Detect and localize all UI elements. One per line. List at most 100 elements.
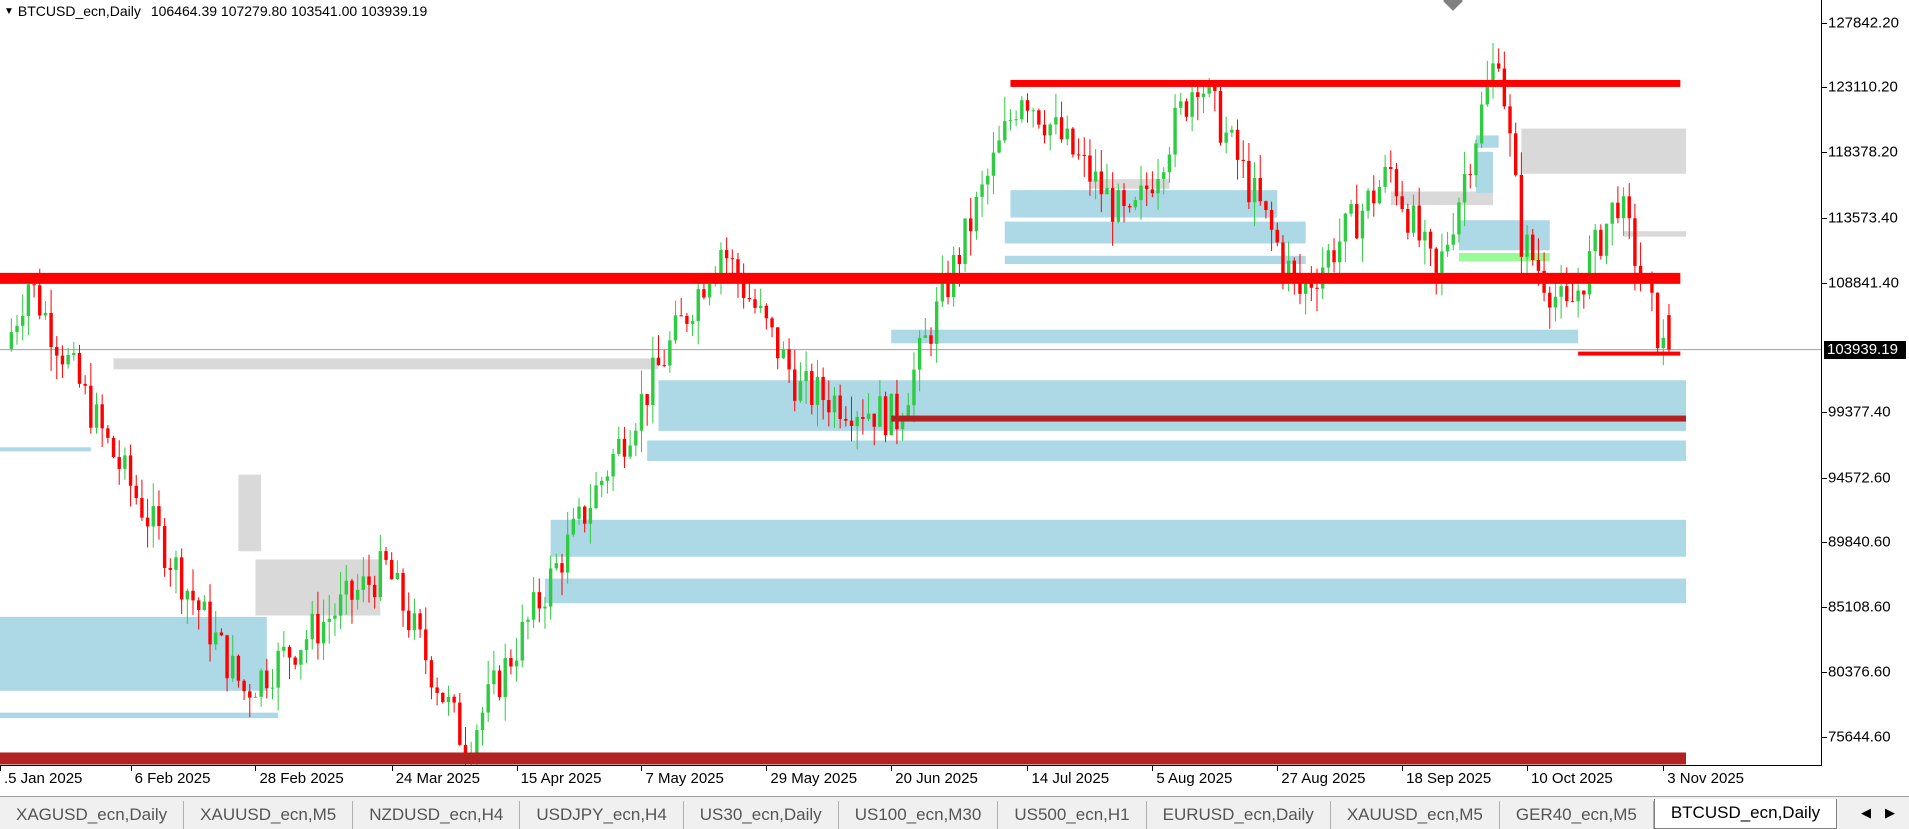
candle-body-279 xyxy=(1593,229,1597,252)
candle-body-215 xyxy=(1230,129,1234,133)
candle-body-289 xyxy=(1650,277,1654,293)
zone-rect-3 xyxy=(550,519,1686,557)
chart-tab-ger40-ecn-m5[interactable]: GER40_ecn,M5 xyxy=(1500,801,1654,829)
time-label: 3 Nov 2025 xyxy=(1667,770,1745,787)
candle-body-218 xyxy=(1247,160,1251,203)
candle-body-143 xyxy=(821,376,825,401)
candle-body-122 xyxy=(702,289,706,298)
candle-body-155 xyxy=(889,393,893,436)
chart-area[interactable]: ▼ BTCUSD_ecn,Daily 106464.39 107279.80 1… xyxy=(0,0,1822,766)
candle-body-128 xyxy=(736,259,740,279)
chart-tab-us500-ecn-h1[interactable]: US500_ecn,H1 xyxy=(998,801,1147,829)
zone-rect-19 xyxy=(1475,135,1499,148)
candle-body-147 xyxy=(844,418,848,421)
candle-body-223 xyxy=(1275,229,1279,243)
candle-body-258 xyxy=(1474,143,1478,176)
candle-body-102 xyxy=(588,508,593,524)
candle-body-16 xyxy=(100,404,104,429)
candle-body-135 xyxy=(776,327,780,359)
candle-body-28 xyxy=(168,567,173,570)
chart-tab-eurusd-ecn-daily[interactable]: EURUSD_ecn,Daily xyxy=(1147,801,1331,829)
tab-scroll-left-icon[interactable]: ◀ xyxy=(1861,805,1871,820)
level-line-0 xyxy=(1010,79,1681,87)
time-tick xyxy=(1277,766,1279,771)
chart-tab-xauusd-ecn-m5[interactable]: XAUUSD_ecn,M5 xyxy=(184,801,354,829)
candle-body-27 xyxy=(162,526,167,568)
candle-body-247 xyxy=(1411,205,1416,233)
candle-body-205 xyxy=(1173,107,1177,155)
candle-body-83 xyxy=(480,712,485,731)
candle-body-199 xyxy=(1139,185,1143,201)
candle-body-100 xyxy=(577,506,581,519)
chart-tab-nzdusd-ecn-h4[interactable]: NZDUSD_ecn,H4 xyxy=(353,801,521,829)
collapse-triangle-icon[interactable]: ▼ xyxy=(4,5,14,17)
candle-body-114 xyxy=(656,357,661,366)
candle-body-251 xyxy=(1434,248,1438,273)
price-tick xyxy=(1822,542,1827,544)
zone-rect-11 xyxy=(1010,190,1278,218)
candle-body-14 xyxy=(89,385,93,428)
candle-body-101 xyxy=(583,506,587,524)
candle-body-156 xyxy=(895,393,899,430)
candle-body-287 xyxy=(1638,265,1643,278)
chart-tab-btcusd-ecn-daily[interactable]: BTCUSD_ecn,Daily xyxy=(1653,799,1838,829)
chart-tab-usdjpy-ecn-h4[interactable]: USDJPY_ecn,H4 xyxy=(520,801,684,829)
candle-body-45 xyxy=(265,670,269,689)
candle-body-216 xyxy=(1235,129,1240,160)
candle-body-243 xyxy=(1389,166,1393,170)
chart-tab-bar: XAGUSD_ecn,Daily XAUUSD_ecn,M5 NZDUSD_ecn,… xyxy=(0,796,1909,829)
candle-body-105 xyxy=(605,476,610,481)
candle-body-271 xyxy=(1548,292,1552,308)
candle-body-93 xyxy=(537,592,541,609)
candle-body-15 xyxy=(94,404,99,428)
candle-body-233 xyxy=(1332,250,1336,263)
current-price-label: 103939.19 xyxy=(1824,340,1906,359)
candle-body-250 xyxy=(1428,231,1433,249)
tab-scroll-right-icon[interactable]: ▶ xyxy=(1885,805,1895,820)
candle-body-60 xyxy=(350,580,354,600)
candle-body-50 xyxy=(293,657,297,665)
chart-tab-us30-ecn-daily[interactable]: US30_ecn,Daily xyxy=(684,801,839,829)
zone-rect-7 xyxy=(0,447,91,452)
candle-body-245 xyxy=(1400,196,1404,209)
candle-body-174 xyxy=(997,140,1001,153)
zone-rect-12 xyxy=(1004,221,1306,244)
candle-body-268 xyxy=(1531,234,1535,260)
candle-body-197 xyxy=(1127,205,1132,208)
chart-tab-xagusd-ecn-daily[interactable]: XAGUSD_ecn,Daily xyxy=(0,801,185,829)
candle-body-151 xyxy=(866,413,871,419)
candle-body-224 xyxy=(1281,242,1285,274)
candle-body-9 xyxy=(60,355,65,365)
chart-tab-xauusd-ecn-m5[interactable]: XAUUSD_ecn,M5 xyxy=(1331,801,1500,829)
candle-body-236 xyxy=(1349,204,1353,214)
candle-body-256 xyxy=(1462,174,1467,203)
price-label: 85108.60 xyxy=(1828,598,1891,616)
candle-body-281 xyxy=(1604,223,1609,256)
candle-body-158 xyxy=(906,405,910,419)
candlestick-chart[interactable] xyxy=(0,0,1822,766)
chart-tab-us100-ecn-m30[interactable]: US100_ecn,M30 xyxy=(839,801,999,829)
candle-body-91 xyxy=(526,619,530,622)
time-tick xyxy=(0,766,1,771)
candle-body-97 xyxy=(560,563,564,573)
candle-body-79 xyxy=(458,702,462,745)
price-tick xyxy=(1822,736,1827,738)
candle-body-277 xyxy=(1582,290,1586,295)
candle-body-13 xyxy=(83,383,87,386)
time-axis[interactable]: .5 Jan 2025 6 Feb 2025 28 Feb 2025 24 Mar 2… xyxy=(0,766,1822,796)
candle-body-228 xyxy=(1303,283,1308,294)
candle-body-220 xyxy=(1258,177,1262,202)
candle-body-63 xyxy=(367,576,371,585)
time-tick xyxy=(766,766,768,771)
candle-body-192 xyxy=(1099,171,1103,195)
candle-body-89 xyxy=(514,660,519,667)
price-label: 99377.40 xyxy=(1828,403,1891,421)
time-label: 14 Jul 2025 xyxy=(1031,770,1110,787)
candle-body-148 xyxy=(849,420,854,427)
price-axis[interactable]: 127842.20 123110.20 118378.20 113573.40 1088… xyxy=(1822,0,1909,766)
candle-body-141 xyxy=(810,371,814,405)
candle-body-111 xyxy=(639,394,644,431)
candle-body-52 xyxy=(304,639,309,651)
candle-body-194 xyxy=(1110,187,1115,222)
chart-title: ▼ BTCUSD_ecn,Daily 106464.39 107279.80 1… xyxy=(0,3,432,19)
